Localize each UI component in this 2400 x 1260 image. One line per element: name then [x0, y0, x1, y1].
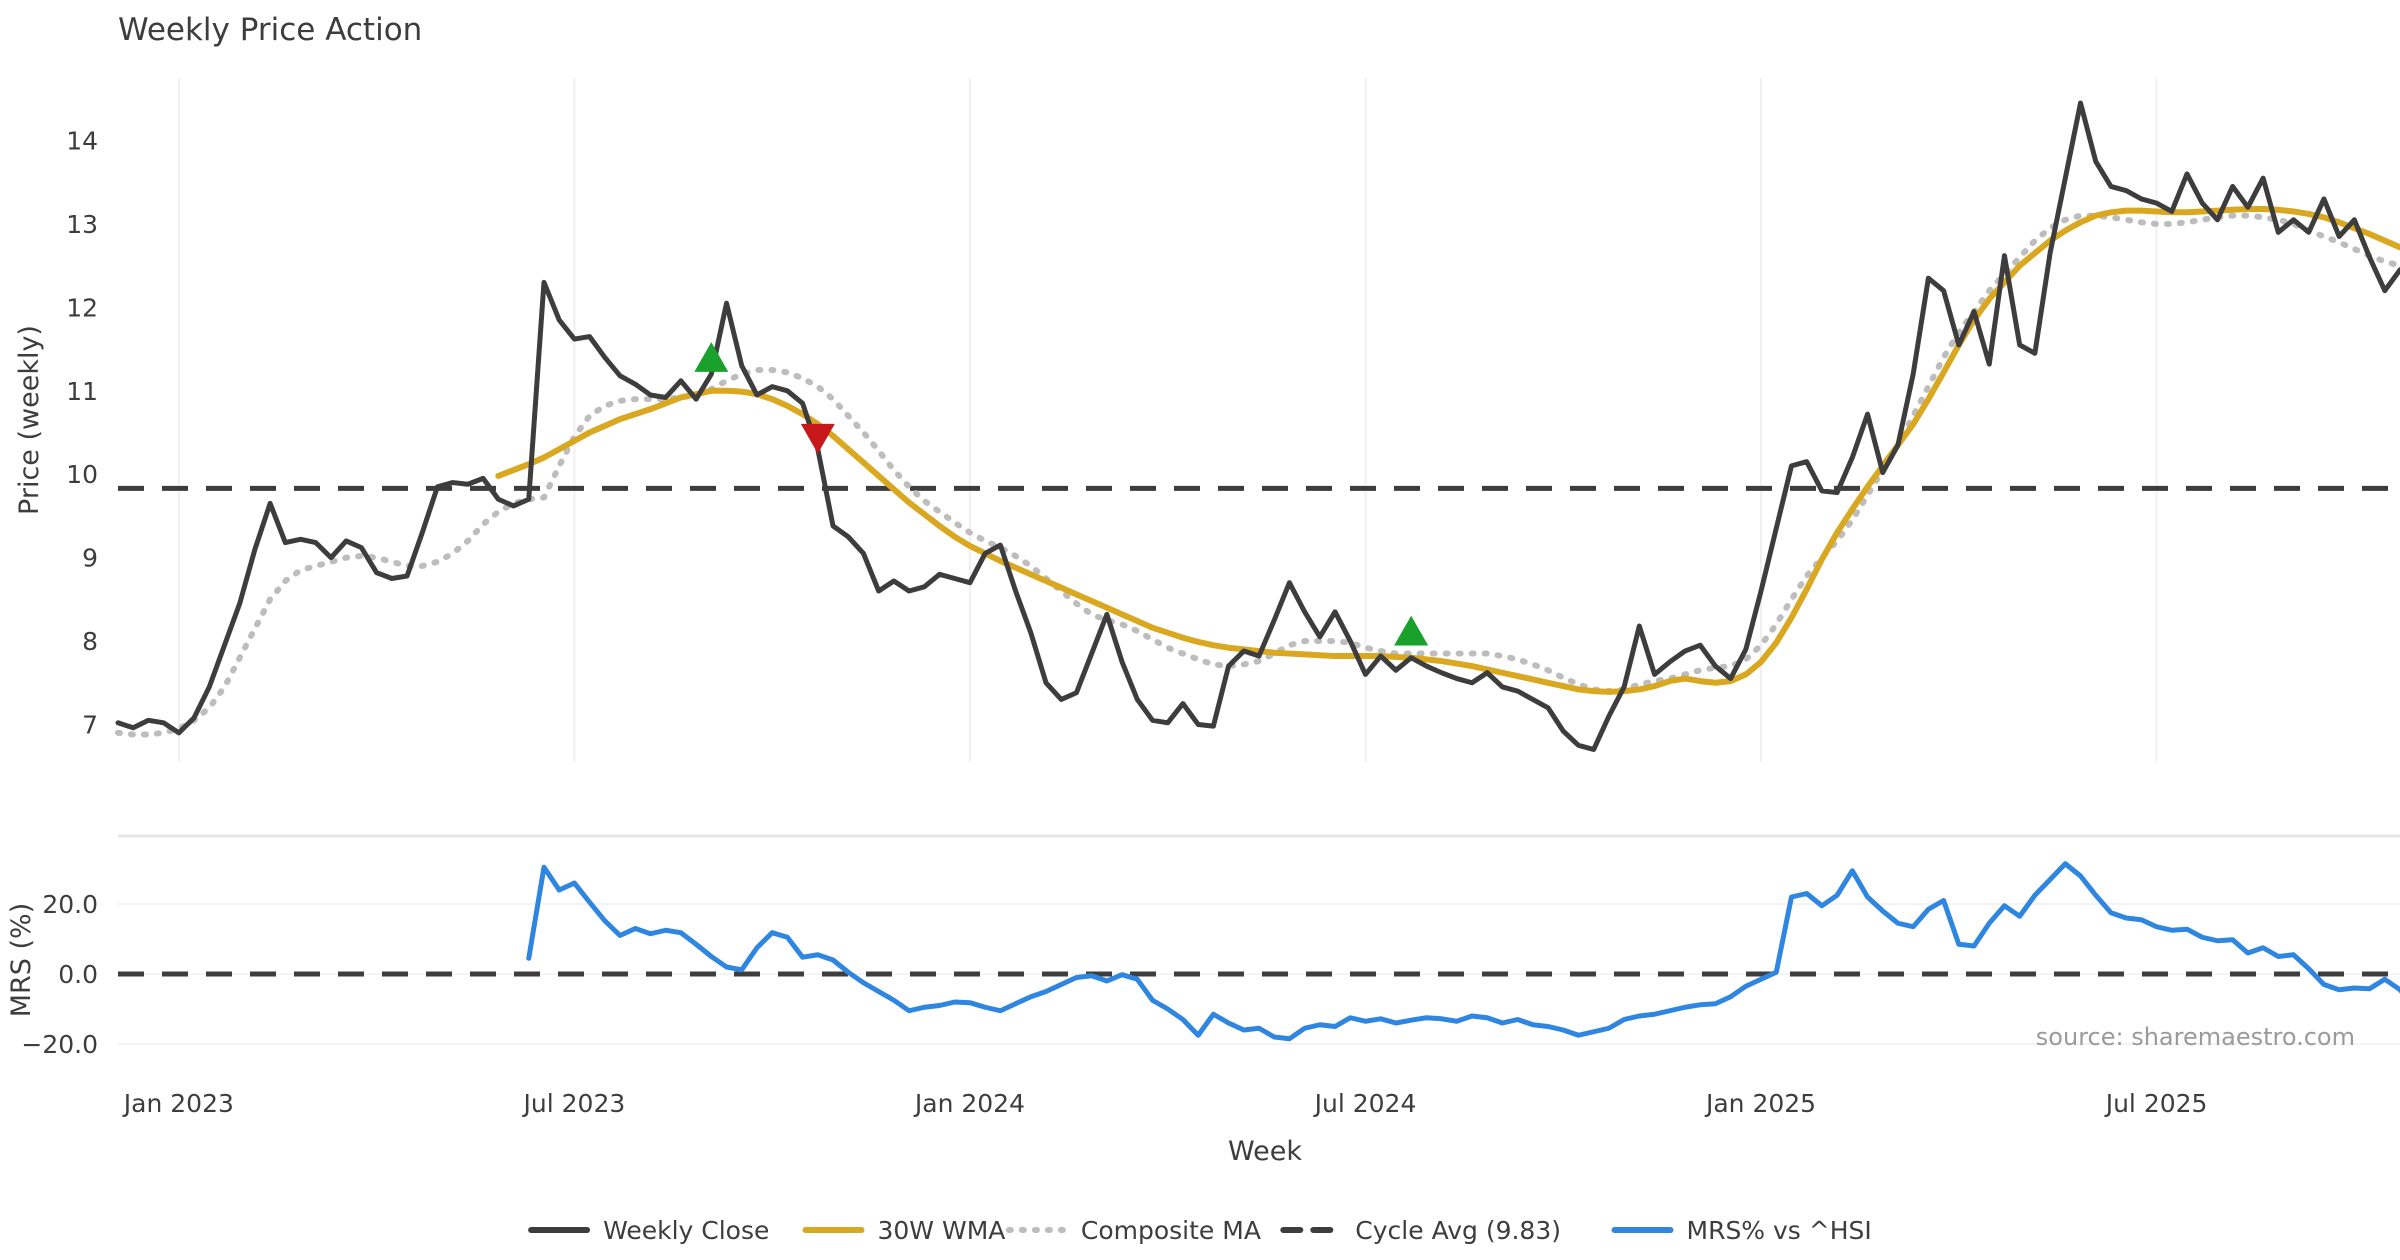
price-y-axis-label: Price (weekly)	[14, 325, 45, 515]
x-tick-jan-2024: Jan 2024	[913, 1089, 1025, 1118]
source-watermark: source: sharemaestro.com	[2036, 1023, 2355, 1051]
price-ytick-13: 13	[66, 210, 98, 239]
price-ytick-7: 7	[82, 710, 98, 739]
price-panel: 7 8 9 10 11 12 13 14 Price (weekly)	[14, 78, 2400, 762]
price-ytick-9: 9	[82, 544, 98, 573]
price-ytick-8: 8	[82, 627, 98, 656]
series-30w-wma	[495, 205, 2400, 695]
mrs-ytick-1: 0.0	[58, 960, 98, 989]
x-axis-label: Week	[1228, 1136, 1302, 1167]
legend-label: Weekly Close	[603, 1216, 769, 1245]
legend-label: Cycle Avg (9.83)	[1355, 1216, 1561, 1245]
series-weekly-close	[115, 100, 2400, 752]
x-tick-jan-2023: Jan 2023	[122, 1089, 234, 1118]
legend-item-weekly-close[interactable]: Weekly Close	[528, 1216, 769, 1245]
page-title: Weekly Price Action	[118, 12, 422, 48]
buy-marker-2	[1394, 615, 1429, 646]
x-tick-jan-2025: Jan 2025	[1704, 1089, 1816, 1118]
price-ytick-14: 14	[66, 127, 98, 156]
series-composite-ma	[115, 212, 2400, 738]
buy-marker-0	[694, 342, 729, 372]
legend-item-mrs-vs-hsi[interactable]: MRS% vs ^HSI	[1611, 1216, 1872, 1245]
legend-label: 30W WMA	[878, 1216, 1006, 1245]
x-tick-jul-2024: Jul 2024	[1313, 1089, 1417, 1118]
price-ytick-12: 12	[66, 293, 98, 322]
chart-legend: Weekly Close 30W WMA Composite MA Cycle Avg…	[528, 1216, 1872, 1245]
x-tick-jul-2025: Jul 2025	[2104, 1089, 2208, 1118]
price-ytick-11: 11	[66, 377, 98, 406]
price-ytick-10: 10	[66, 460, 98, 489]
legend-label: Composite MA	[1081, 1216, 1261, 1245]
legend-item-cycle-avg-9-83-[interactable]: Cycle Avg (9.83)	[1280, 1216, 1561, 1245]
legend-item-30w-wma[interactable]: 30W WMA	[802, 1216, 1006, 1245]
sell-marker-1	[800, 423, 835, 454]
x-tick-jul-2023: Jul 2023	[522, 1089, 626, 1118]
series-mrs	[526, 861, 2400, 1042]
mrs-y-axis-label: MRS (%)	[6, 903, 37, 1018]
mrs-ytick-2: 20.0	[42, 890, 98, 919]
legend-label: MRS% vs ^HSI	[1687, 1216, 1872, 1245]
legend-item-composite-ma[interactable]: Composite MA	[1005, 1216, 1261, 1245]
mrs-ytick-0: −20.0	[21, 1030, 98, 1059]
